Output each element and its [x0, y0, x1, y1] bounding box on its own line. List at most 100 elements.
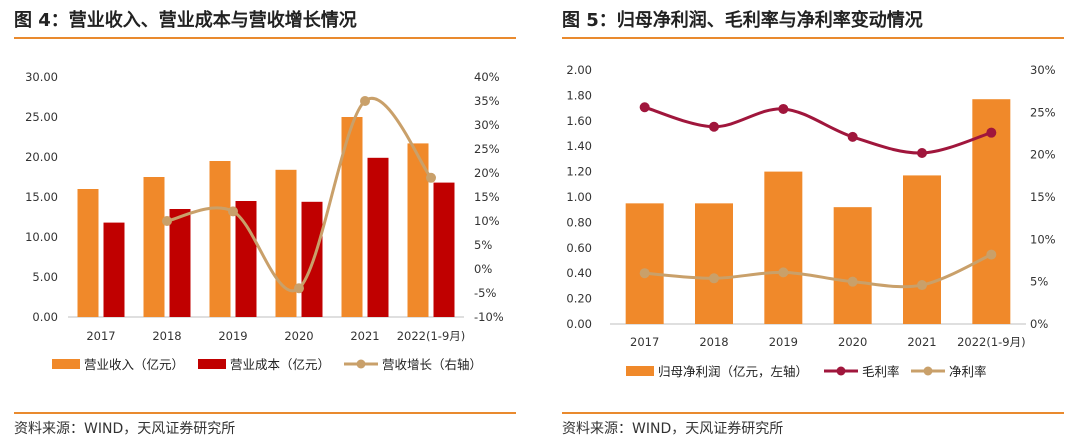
y-right-tick-label: 25%: [474, 142, 500, 156]
y-left-tick-label: 1.40: [566, 139, 592, 153]
x-tick-label: 2017: [86, 329, 115, 343]
line-point: [294, 283, 304, 294]
y-left-tick-label: 1.60: [566, 114, 592, 128]
x-tick-label: 2021: [350, 329, 379, 343]
y-left-tick-label: 0.60: [566, 241, 592, 255]
y-left-tick-label: 1.00: [566, 190, 592, 204]
legend-label: 营业收入（亿元）: [84, 357, 184, 372]
figure-5-title: 图 5：归母净利润、毛利率与净利率变动情况: [562, 10, 923, 31]
legend-label: 毛利率: [862, 364, 900, 379]
x-tick-label: 2022(1-9月): [957, 335, 1026, 349]
legend-swatch: [52, 359, 80, 369]
x-tick-label: 2019: [218, 329, 247, 343]
figure-4-panel: 图 4：营业收入、营业成本与营收增长情况 0.00 5.00 10.00 15.00 2…: [0, 0, 530, 445]
bar: [235, 201, 257, 317]
line-point: [639, 102, 650, 113]
y-left-tick-label: 2.00: [566, 63, 592, 77]
y-right-tick-label: -5%: [474, 286, 496, 300]
y-right-tick-label: -10%: [474, 310, 504, 324]
series-line: [644, 105, 992, 155]
line-point: [917, 147, 927, 158]
bar: [169, 209, 191, 317]
line-point: [162, 216, 172, 226]
y-right-tick-label: 0%: [474, 262, 492, 276]
legend-swatch: [626, 366, 654, 376]
figure-4-source: 资料来源：WIND，天风证券研究所: [14, 421, 236, 437]
line-point: [847, 131, 858, 142]
bar: [433, 182, 455, 317]
y-left-tick-label: 10.00: [25, 230, 58, 244]
bar: [625, 203, 664, 324]
x-tick-label: 2020: [838, 335, 867, 349]
y-right-tick-label: 20%: [474, 166, 500, 180]
y-left-tick-label: 0.00: [566, 317, 592, 331]
y-right-tick-label: 10%: [1030, 232, 1056, 246]
figure-5-panel: 图 5：归母净利润、毛利率与净利率变动情况 0.00 0.20 0.40 0.60 0.…: [548, 0, 1078, 445]
legend-label: 营业成本（亿元）: [230, 357, 330, 372]
legend-marker: [923, 366, 933, 376]
legend-label: 归母净利润（亿元，左轴）: [658, 364, 808, 379]
y-right-tick-label: 35%: [474, 94, 500, 108]
line-point: [986, 127, 997, 138]
y-left-tick-label: 0.80: [566, 215, 592, 229]
y-left-tick-label: 15.00: [25, 190, 58, 204]
bar: [764, 171, 803, 324]
line-point: [847, 276, 858, 287]
bar: [209, 161, 231, 317]
y-right-tick-label: 40%: [474, 70, 500, 84]
line-point: [986, 249, 997, 260]
x-tick-label: 2019: [769, 335, 798, 349]
figure-5-bottom-rule: [562, 412, 1064, 414]
x-tick-label: 2021: [907, 335, 936, 349]
figure-4-chart: 0.00 5.00 10.00 15.00 20.00 25.00 30.00 -10% -5%…: [25, 70, 504, 372]
legend-label: 营收增长（右轴）: [382, 357, 482, 372]
line-point: [228, 206, 238, 217]
line-point: [426, 172, 436, 183]
x-tick-label: 2018: [152, 329, 181, 343]
line-point: [709, 121, 719, 132]
bar: [103, 222, 125, 317]
legend-marker: [356, 359, 366, 369]
y-left-tick-label: 5.00: [32, 270, 58, 284]
bar: [301, 201, 323, 317]
y-right-tick-label: 5%: [474, 238, 492, 252]
y-left-tick-label: 0.00: [32, 310, 58, 324]
line-point: [778, 103, 789, 114]
figure-5-top-rule: [562, 37, 1064, 39]
figure-4-top-rule: [14, 37, 516, 39]
figure-4-title: 图 4：营业收入、营业成本与营收增长情况: [14, 10, 357, 31]
x-tick-label: 2018: [699, 335, 728, 349]
y-left-tick-label: 20.00: [25, 150, 58, 164]
line-point: [917, 280, 927, 291]
y-right-tick-label: 20%: [1030, 148, 1056, 162]
y-right-tick-label: 25%: [1030, 105, 1056, 119]
y-right-tick-label: 30%: [474, 118, 500, 132]
y-right-tick-label: 15%: [474, 190, 500, 204]
y-left-tick-label: 1.20: [566, 165, 592, 179]
y-right-tick-label: 30%: [1030, 63, 1056, 77]
bar: [833, 207, 872, 324]
bar: [695, 203, 733, 324]
y-right-tick-label: 5%: [1030, 275, 1048, 289]
legend-label: 净利率: [949, 364, 987, 379]
line-point: [778, 267, 789, 278]
figure-4-bottom-rule: [14, 412, 516, 414]
line-point: [639, 268, 650, 279]
y-right-tick-label: 0%: [1030, 317, 1048, 331]
legend-marker: [836, 366, 846, 376]
y-left-tick-label: 1.80: [566, 88, 592, 102]
bar: [903, 175, 941, 324]
bar: [341, 117, 363, 317]
x-tick-label: 2020: [284, 329, 313, 343]
series-line: [166, 96, 433, 293]
y-right-tick-label: 15%: [1030, 190, 1056, 204]
y-left-tick-label: 30.00: [25, 70, 58, 84]
x-tick-label: 2017: [630, 335, 659, 349]
y-left-tick-label: 0.40: [566, 266, 592, 280]
legend-swatch: [198, 359, 226, 369]
y-right-tick-label: 10%: [474, 214, 500, 228]
series-line: [644, 253, 992, 289]
line-point: [709, 273, 719, 284]
y-left-tick-label: 0.20: [566, 292, 592, 306]
bar: [77, 189, 99, 317]
